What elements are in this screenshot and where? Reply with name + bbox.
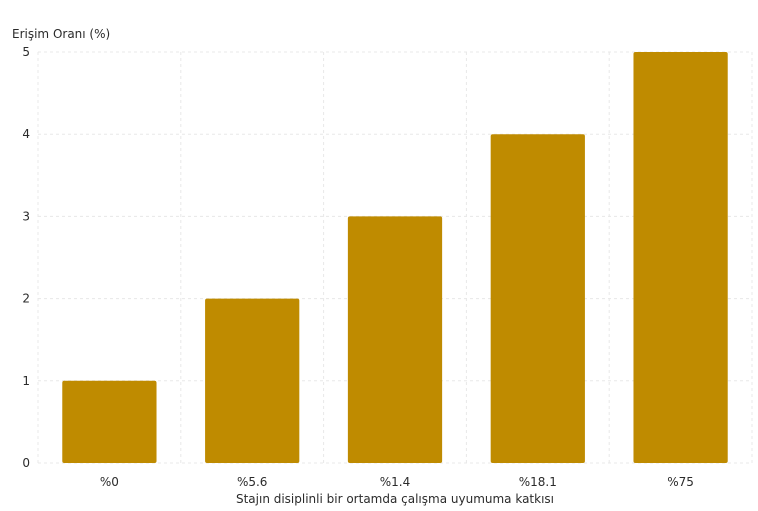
y-tick-label: 5	[22, 45, 30, 59]
x-tick-label: %18.1	[519, 475, 557, 489]
bar-4[interactable]	[633, 52, 728, 463]
bar-3[interactable]	[490, 134, 585, 463]
x-tick-label: %75	[667, 475, 694, 489]
x-axis-title: Stajın disiplinli bir ortamda çalışma uy…	[236, 492, 554, 506]
y-tick-label: 0	[22, 456, 30, 470]
x-tick-label: %5.6	[237, 475, 268, 489]
bar-2[interactable]	[347, 216, 443, 463]
y-tick-label: 4	[22, 127, 30, 141]
x-axis-ticks: %0 %5.6 %1.4 %18.1 %75	[100, 475, 694, 489]
y-axis-ticks: 0 1 2 3 4 5	[22, 45, 30, 470]
bars	[62, 52, 728, 463]
x-tick-label: %1.4	[380, 475, 411, 489]
y-tick-label: 1	[22, 374, 30, 388]
y-axis-title: Erişim Oranı (%)	[12, 27, 110, 41]
y-tick-label: 2	[22, 292, 30, 306]
bar-1[interactable]	[205, 298, 300, 463]
bar-0[interactable]	[62, 380, 157, 463]
x-tick-label: %0	[100, 475, 119, 489]
y-tick-label: 3	[22, 209, 30, 223]
